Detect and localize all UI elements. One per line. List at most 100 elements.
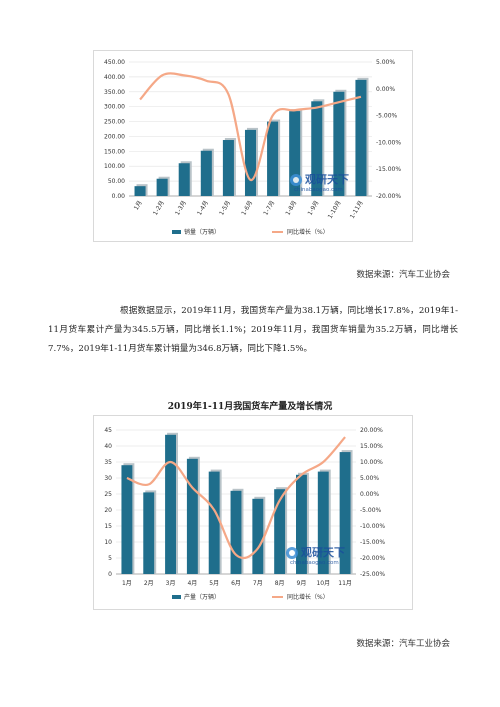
left-tick-label: 40 bbox=[104, 443, 112, 450]
bar bbox=[178, 163, 190, 196]
bar bbox=[311, 101, 323, 196]
bar bbox=[186, 458, 198, 574]
x-tick-label: 7月 bbox=[253, 580, 263, 587]
bar bbox=[252, 498, 264, 574]
bar bbox=[134, 186, 146, 196]
legend-bar-label: 销量（万辆） bbox=[184, 228, 220, 236]
watermark-site: chinabaogao.com bbox=[294, 187, 343, 193]
x-tick-label: 3月 bbox=[166, 580, 176, 587]
bar bbox=[230, 490, 242, 574]
bar bbox=[143, 492, 155, 574]
x-tick-label: 6月 bbox=[231, 580, 241, 587]
watermark-brand: 观研天下 bbox=[301, 546, 345, 559]
x-tick-label: 2月 bbox=[144, 580, 154, 587]
source-note-2: 数据来源：汽车工业协会 bbox=[356, 639, 450, 649]
body-paragraph: 根据数据显示，2019年11月，我国货车产量为38.1万辆，同比增长17.8%，… bbox=[48, 306, 458, 354]
legend: 产量（万辆） 同比增长（%） bbox=[172, 593, 329, 601]
legend-bar-swatch bbox=[172, 595, 181, 599]
x-tick-label: 1-8月 bbox=[284, 200, 298, 217]
bar bbox=[274, 489, 286, 574]
bar bbox=[355, 79, 367, 196]
right-tick-label: -10.00% bbox=[376, 139, 401, 146]
bar bbox=[289, 111, 301, 196]
bar bbox=[296, 474, 307, 574]
x-tick-label: 10月 bbox=[316, 580, 330, 587]
watermark-logo-dot bbox=[289, 550, 295, 556]
x-tick-label: 11月 bbox=[338, 580, 352, 587]
chart2-title: 2019年1-11月我国货车产量及增长情况 bbox=[167, 402, 333, 412]
bar bbox=[200, 150, 212, 196]
bar bbox=[121, 465, 133, 574]
watermark-logo-dot bbox=[293, 177, 299, 183]
production-chart-svg: 0 5 10 15 20 25 30 35 40 45 20.00% 15.00% 10.00% 5.00… bbox=[104, 427, 385, 601]
legend-line-label: 同比增长（%） bbox=[287, 593, 329, 601]
left-tick-label: 20 bbox=[104, 507, 112, 514]
growth-line bbox=[126, 436, 346, 560]
bar bbox=[165, 434, 176, 574]
left-tick-label: 10 bbox=[104, 539, 112, 546]
left-tick-label: 100.00 bbox=[104, 163, 125, 170]
legend-line-label: 同比增长（%） bbox=[287, 228, 329, 236]
x-tick-label: 4月 bbox=[187, 580, 197, 587]
right-tick-label: 15.00% bbox=[360, 443, 383, 450]
bar bbox=[339, 452, 351, 574]
right-tick-label: -20.00% bbox=[376, 193, 401, 200]
right-tick-label: 20.00% bbox=[360, 427, 383, 434]
right-tick-label: -15.00% bbox=[376, 166, 401, 173]
left-tick-label: 400.00 bbox=[104, 74, 125, 81]
right-tick-label: -5.00% bbox=[360, 507, 382, 514]
bar bbox=[156, 178, 168, 196]
right-tick-label: -5.00% bbox=[376, 113, 398, 120]
left-tick-label: 5 bbox=[108, 555, 112, 562]
x-tick-label: 1-5月 bbox=[218, 200, 232, 217]
bar bbox=[333, 91, 345, 196]
right-tick-label: -25.00% bbox=[360, 571, 385, 578]
growth-line bbox=[139, 72, 362, 182]
watermark-brand: 观研天下 bbox=[305, 173, 349, 186]
left-tick-label: 25 bbox=[104, 491, 112, 498]
x-tick-label: 1月 bbox=[122, 580, 132, 587]
bar bbox=[222, 140, 234, 196]
sales-chart-svg: 0.00 50.00 100.00 150.00 200.00 250.00 300.00 3… bbox=[104, 59, 401, 236]
right-tick-label: 0.00% bbox=[376, 86, 395, 93]
left-tick-label: 300.00 bbox=[104, 104, 125, 111]
bar bbox=[317, 471, 329, 574]
watermark-site: chinabaogao.com bbox=[290, 560, 339, 566]
right-tick-label: -10.00% bbox=[360, 523, 385, 530]
x-tick-label: 1-11月 bbox=[349, 200, 365, 220]
production-chart: 0 5 10 15 20 25 30 35 40 45 20.00% 15.00% 10.00% 5.00… bbox=[93, 415, 413, 610]
left-tick-label: 0 bbox=[108, 571, 112, 578]
right-tick-label: 10.00% bbox=[360, 459, 383, 466]
left-tick-label: 350.00 bbox=[104, 89, 125, 96]
x-tick-label: 1-9月 bbox=[307, 200, 321, 217]
left-tick-label: 450.00 bbox=[104, 59, 125, 66]
source-note-1: 数据来源：汽车工业协会 bbox=[356, 270, 450, 280]
x-tick-label: 1月 bbox=[133, 200, 144, 212]
left-tick-label: 150.00 bbox=[104, 148, 125, 155]
left-tick-label: 35 bbox=[104, 459, 112, 466]
x-tick-label: 9月 bbox=[297, 580, 307, 587]
x-tick-label: 1-7月 bbox=[262, 200, 276, 217]
left-tick-label: 50.00 bbox=[108, 178, 125, 185]
bar bbox=[208, 471, 220, 574]
x-tick-label: 1-2月 bbox=[152, 200, 166, 217]
left-tick-label: 250.00 bbox=[104, 119, 125, 126]
right-tick-label: 5.00% bbox=[360, 475, 379, 482]
x-tick-label: 5月 bbox=[209, 580, 219, 587]
bar bbox=[244, 129, 257, 196]
legend: 销量（万辆） 同比增长（%） bbox=[172, 228, 329, 236]
x-tick-label: 1-3月 bbox=[174, 200, 188, 217]
right-tick-label: 5.00% bbox=[376, 59, 395, 66]
x-tick-label: 1-10月 bbox=[327, 200, 343, 220]
bar bbox=[267, 121, 279, 196]
left-tick-label: 0.00 bbox=[112, 193, 126, 200]
left-tick-label: 45 bbox=[104, 427, 112, 434]
x-tick-label: 8月 bbox=[275, 580, 285, 587]
x-tick-label: 1-4月 bbox=[196, 200, 210, 217]
legend-bar-swatch bbox=[172, 230, 181, 234]
left-tick-label: 200.00 bbox=[104, 133, 125, 140]
sales-chart: 0.00 50.00 100.00 150.00 200.00 250.00 300.00 3… bbox=[93, 50, 413, 242]
right-tick-label: 0.00% bbox=[360, 491, 379, 498]
